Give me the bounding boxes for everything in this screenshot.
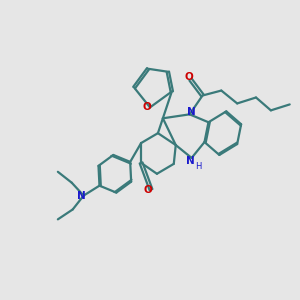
Text: H: H [195,162,201,171]
Text: O: O [144,184,152,195]
Text: O: O [142,102,151,112]
Text: N: N [186,156,194,166]
Text: N: N [77,190,85,201]
Text: N: N [187,107,196,117]
Text: O: O [185,72,194,82]
